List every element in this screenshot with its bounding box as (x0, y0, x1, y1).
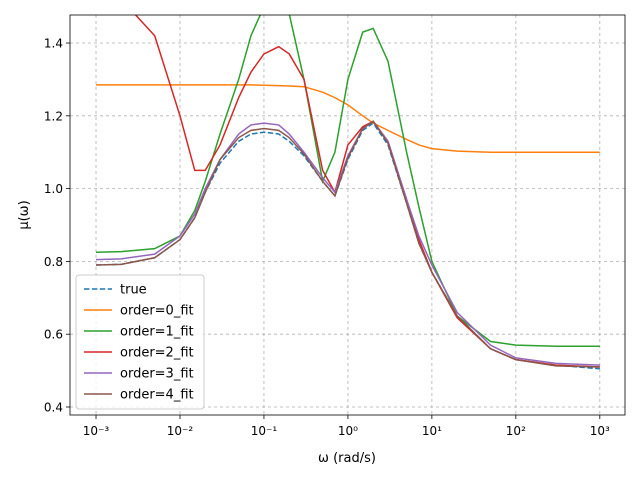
legend-label: order=1_fit (120, 325, 194, 340)
legend-box (75, 274, 205, 410)
series-line (95, 120, 600, 368)
y-tick-label: 0.4 (44, 400, 63, 414)
legend-label: order=3_fit (120, 367, 194, 382)
y-axis-label: μ(ω) (17, 200, 32, 229)
legend-label: order=4_fit (120, 388, 194, 403)
x-tick-label: 10⁰ (338, 424, 358, 438)
x-axis-label: ω (rad/s) (318, 451, 376, 466)
legend-label: true (120, 283, 147, 298)
series-line (95, 120, 600, 366)
x-tick-label: 10⁻¹ (251, 424, 278, 438)
y-tick-label: 1.4 (44, 37, 63, 51)
x-tick-label: 10⁻³ (83, 424, 110, 438)
x-tick-label: 10¹ (422, 424, 442, 438)
series-line (96, 84, 600, 153)
legend-label: order=0_fit (120, 304, 194, 319)
y-tick-label: 0.6 (44, 328, 63, 342)
ticks: 10⁻³ 10⁻² 10⁻¹ 10⁰ 10¹ 10² 10³ 0.4 0.6 0.8 1.0 1.2 1… (44, 37, 610, 438)
x-tick-label: 10² (506, 424, 526, 438)
x-tick-label: 10⁻² (167, 424, 194, 438)
plot-lines (95, 15, 600, 370)
y-tick-label: 0.8 (44, 255, 63, 269)
axes-frame (69, 14, 626, 416)
y-tick-label: 1.0 (44, 182, 63, 196)
y-tick-label: 1.2 (44, 109, 63, 123)
legend: true order=0_fit order=1_fit order=2_fitord… (75, 274, 205, 410)
x-tick-label: 10³ (590, 424, 610, 438)
legend-label: order=2_fit (120, 346, 194, 361)
